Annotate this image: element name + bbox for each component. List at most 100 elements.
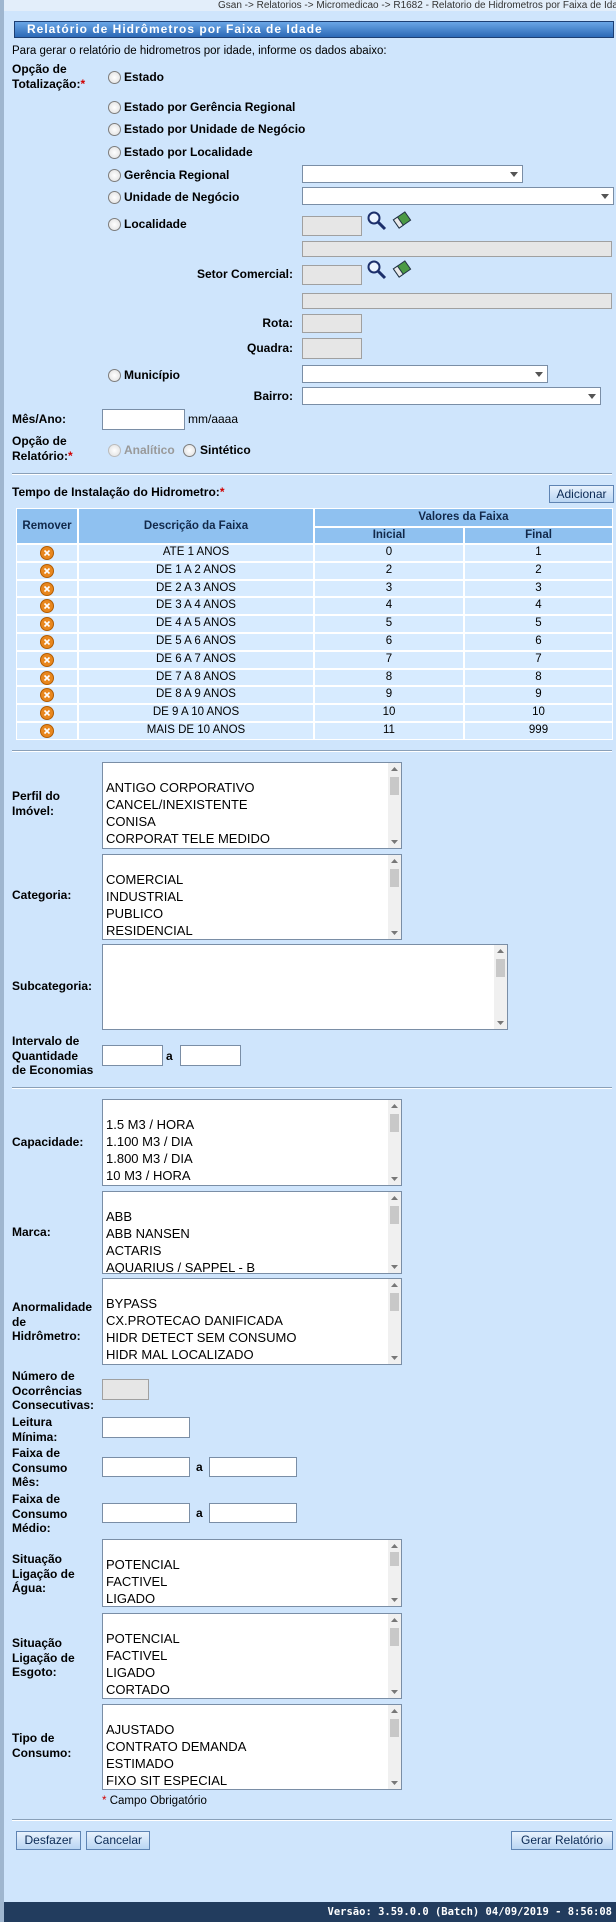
list-box[interactable]: ANTIGO CORPORATIVO CANCEL/INEXISTENTE CONI… — [102, 762, 402, 849]
list-option[interactable]: ESTIMADO — [106, 1756, 174, 1771]
text-input[interactable] — [102, 409, 185, 430]
list-box[interactable]: COMERCIAL INDUSTRIAL PUBLICO RESIDENCIAL — [102, 854, 402, 940]
list-option[interactable]: HIDR DETECT SEM CONSUMO — [106, 1330, 297, 1345]
text-input[interactable] — [302, 216, 362, 236]
radio-button[interactable] — [108, 123, 121, 136]
radio-label: Localidade — [124, 217, 187, 231]
list-option[interactable]: FACTIVEL — [106, 1648, 168, 1663]
button[interactable]: Cancelar — [86, 1831, 150, 1850]
remove-icon[interactable] — [40, 599, 54, 614]
remove-icon[interactable] — [40, 546, 54, 560]
radio-button[interactable] — [108, 71, 121, 84]
list-option[interactable]: FIXO SIT ESPECIAL — [106, 1773, 228, 1788]
remove-icon[interactable] — [40, 652, 54, 667]
text-input[interactable] — [180, 1045, 241, 1066]
field-label: Totalização: — [12, 76, 81, 91]
list-box[interactable]: AJUSTADO CONTRATO DEMANDA ESTIMADO FIXO SIT… — [102, 1704, 402, 1790]
remove-icon[interactable] — [40, 724, 54, 738]
required-mark: * — [80, 76, 86, 91]
list-option[interactable]: CONISA — [106, 814, 156, 829]
list-option[interactable]: AQUARIUS / SAPPEL - B — [106, 1260, 256, 1274]
radio-button[interactable] — [108, 191, 121, 204]
text-input[interactable] — [102, 1045, 163, 1066]
search-and-clear-icons[interactable] — [366, 259, 416, 281]
remove-icon[interactable] — [40, 617, 54, 632]
readonly-field[interactable] — [302, 241, 612, 257]
radio-button[interactable] — [108, 369, 121, 382]
select[interactable] — [302, 165, 523, 183]
radio-label: Município — [124, 368, 180, 382]
text-input[interactable] — [102, 1503, 190, 1523]
radio-button[interactable] — [108, 101, 121, 114]
list-option[interactable]: CORPORAT TELE MEDIDO — [106, 831, 270, 846]
list-option[interactable]: RESIDENCIAL — [106, 923, 193, 938]
separator — [12, 1087, 612, 1089]
list-option[interactable]: COMERCIAL — [106, 872, 184, 887]
list-option[interactable]: LIGADO — [106, 1591, 156, 1606]
list-option[interactable]: FACTIVEL — [106, 1574, 168, 1589]
text-input[interactable] — [102, 1457, 190, 1477]
list-box[interactable] — [102, 944, 508, 1030]
remove-icon[interactable] — [40, 563, 54, 578]
list-option[interactable]: 1.100 M3 / DIA — [106, 1134, 193, 1149]
remove-icon[interactable] — [40, 581, 54, 596]
list-option[interactable]: 1.800 M3 / DIA — [106, 1151, 193, 1166]
text-input[interactable] — [102, 1417, 190, 1438]
list-box[interactable]: 1.5 M3 / HORA 1.100 M3 / DIA 1.800 M3 / DI… — [102, 1099, 402, 1186]
list-option[interactable]: HIDR MAL LOCALIZADO — [106, 1347, 254, 1362]
text-input[interactable] — [209, 1457, 297, 1477]
list-box[interactable]: BYPASS CX.PROTECAO DANIFICADA HIDR DETECT … — [102, 1278, 402, 1365]
list-option[interactable]: CX.PROTECAO DANIFICADA — [106, 1313, 283, 1328]
radio-button[interactable] — [183, 444, 196, 457]
list-box[interactable]: ABB ABB NANSEN ACTARIS AQUARIUS / SAPPEL - … — [102, 1191, 402, 1274]
list-option[interactable]: LIGADO — [106, 1665, 156, 1680]
button[interactable]: Desfazer — [16, 1831, 81, 1850]
list-option[interactable]: ANTIGO CORPORATIVO — [106, 780, 255, 795]
select[interactable] — [302, 365, 548, 383]
scrollbar-graphic — [390, 1196, 399, 1269]
list-option[interactable]: PUBLICO — [106, 906, 164, 921]
required-mark: * — [102, 1795, 107, 1807]
list-option[interactable]: 1.5 M3 / HORA — [106, 1117, 195, 1132]
select[interactable] — [302, 187, 614, 205]
field-label-line: Número de — [12, 1368, 75, 1384]
field-label: Opção de — [12, 62, 67, 76]
list-option[interactable]: BYPASS — [106, 1296, 158, 1311]
list-option[interactable]: ABB — [106, 1209, 133, 1224]
list-option[interactable]: CONTRATO DEMANDA — [106, 1739, 247, 1754]
text-input[interactable] — [302, 265, 362, 285]
radio-button[interactable] — [108, 146, 121, 159]
select-arrow — [535, 372, 543, 377]
list-option[interactable]: AJUSTADO — [106, 1722, 175, 1737]
field-label-line: Consumo: — [12, 1745, 71, 1761]
readonly-field[interactable] — [302, 293, 612, 309]
text-input[interactable] — [209, 1503, 297, 1523]
list-option[interactable]: ABB NANSEN — [106, 1226, 190, 1241]
list-box[interactable]: POTENCIAL FACTIVEL LIGADO CORTADO — [102, 1613, 402, 1699]
list-option[interactable]: POTENCIAL — [106, 1557, 180, 1572]
list-option[interactable]: CORTADO — [106, 1682, 170, 1697]
text-input[interactable] — [102, 1379, 149, 1400]
text-input[interactable] — [302, 338, 362, 359]
button[interactable]: Gerar Relatório — [511, 1831, 613, 1850]
list-option[interactable]: 10 M3 / HORA — [106, 1168, 191, 1183]
text-input[interactable] — [302, 314, 362, 333]
add-button[interactable]: Adicionar — [549, 485, 614, 503]
select[interactable] — [302, 387, 601, 405]
list-box[interactable]: POTENCIAL FACTIVEL LIGADO — [102, 1539, 402, 1607]
remove-icon[interactable] — [40, 706, 54, 721]
field-label: Mês: — [12, 1475, 40, 1489]
list-option[interactable]: ACTARIS — [106, 1243, 162, 1258]
radio-button[interactable] — [108, 218, 121, 231]
list-option[interactable]: POTENCIAL — [106, 1631, 180, 1646]
radio-button[interactable] — [108, 169, 121, 182]
range-end: 999 — [464, 722, 613, 740]
remove-icon[interactable] — [40, 670, 54, 685]
list-option[interactable]: CANCEL/INEXISTENTE — [106, 797, 248, 812]
remove-icon[interactable] — [40, 688, 54, 703]
search-and-clear-icons[interactable] — [366, 210, 416, 232]
list-option[interactable]: INDUSTRIAL — [106, 889, 184, 904]
field-label: Consumo: — [12, 1745, 72, 1760]
remove-icon[interactable] — [40, 635, 54, 649]
range-description: DE 1 A 2 ANOS — [78, 561, 314, 580]
